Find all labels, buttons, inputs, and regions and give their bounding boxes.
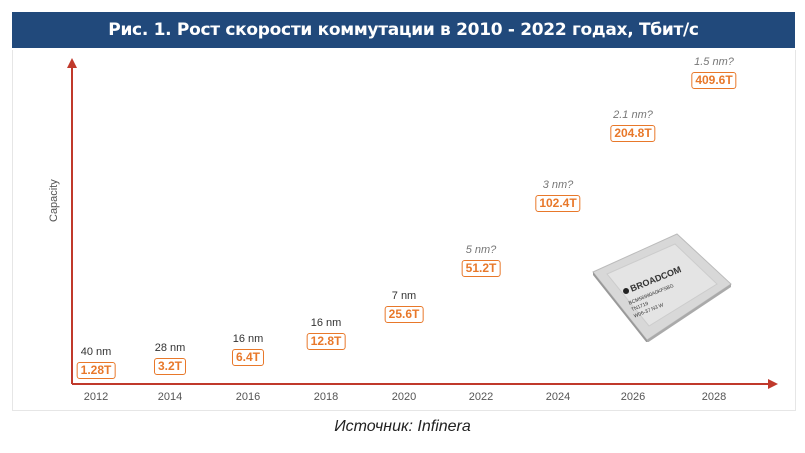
y-axis-arrow: [67, 58, 77, 68]
x-axis-arrow: [768, 379, 778, 389]
chip-lid: [606, 243, 718, 327]
chart-panel: [12, 50, 796, 411]
process-node-label: 40 nm: [80, 346, 112, 358]
data-point-label: 1.28T: [76, 362, 116, 379]
process-node-label: 16 nm: [232, 333, 264, 345]
process-node-label: 16 nm: [310, 317, 342, 329]
data-point-label: 51.2T: [461, 260, 501, 277]
data-point-label: 25.6T: [384, 306, 424, 323]
source-caption: Источник: Infinera: [334, 418, 471, 435]
process-node-label: 3 nm?: [542, 179, 574, 191]
data-point-label: 6.4T: [231, 349, 265, 366]
broadcom-chip-image: BROADCOM BCM56990A0KFSBG TN1719 W06-37 N…: [592, 233, 732, 342]
x-tick-label: 2016: [235, 391, 261, 403]
chip-edge-right: [647, 284, 731, 342]
x-tick-label: 2020: [391, 391, 417, 403]
process-node-label: 5 nm?: [465, 244, 497, 256]
x-tick-label: 2026: [620, 391, 646, 403]
data-point-label: 102.4T: [535, 195, 581, 212]
x-tick-label: 2028: [701, 391, 727, 403]
y-axis-label: Capacity: [48, 179, 60, 222]
process-node-label: 1.5 nm?: [694, 56, 734, 68]
x-tick-label: 2022: [468, 391, 494, 403]
data-point-label: 3.2T: [153, 358, 187, 375]
process-node-label: 7 nm: [391, 290, 417, 302]
x-tick-label: 2014: [157, 391, 183, 403]
x-tick-label: 2024: [545, 391, 571, 403]
data-point-label: 12.8T: [306, 333, 346, 350]
data-point-label: 204.8T: [610, 125, 656, 142]
process-node-label: 2.1 nm?: [613, 109, 653, 121]
broadcom-logo-icon: [623, 288, 630, 295]
chip-edge-left: [593, 272, 647, 342]
x-tick-label: 2018: [313, 391, 339, 403]
x-tick-label: 2012: [83, 391, 109, 403]
data-point-label: 409.6T: [691, 72, 737, 89]
process-node-label: 28 nm: [154, 342, 186, 354]
figure-title: Рис. 1. Рост скорости коммутации в 2010 …: [12, 12, 795, 48]
